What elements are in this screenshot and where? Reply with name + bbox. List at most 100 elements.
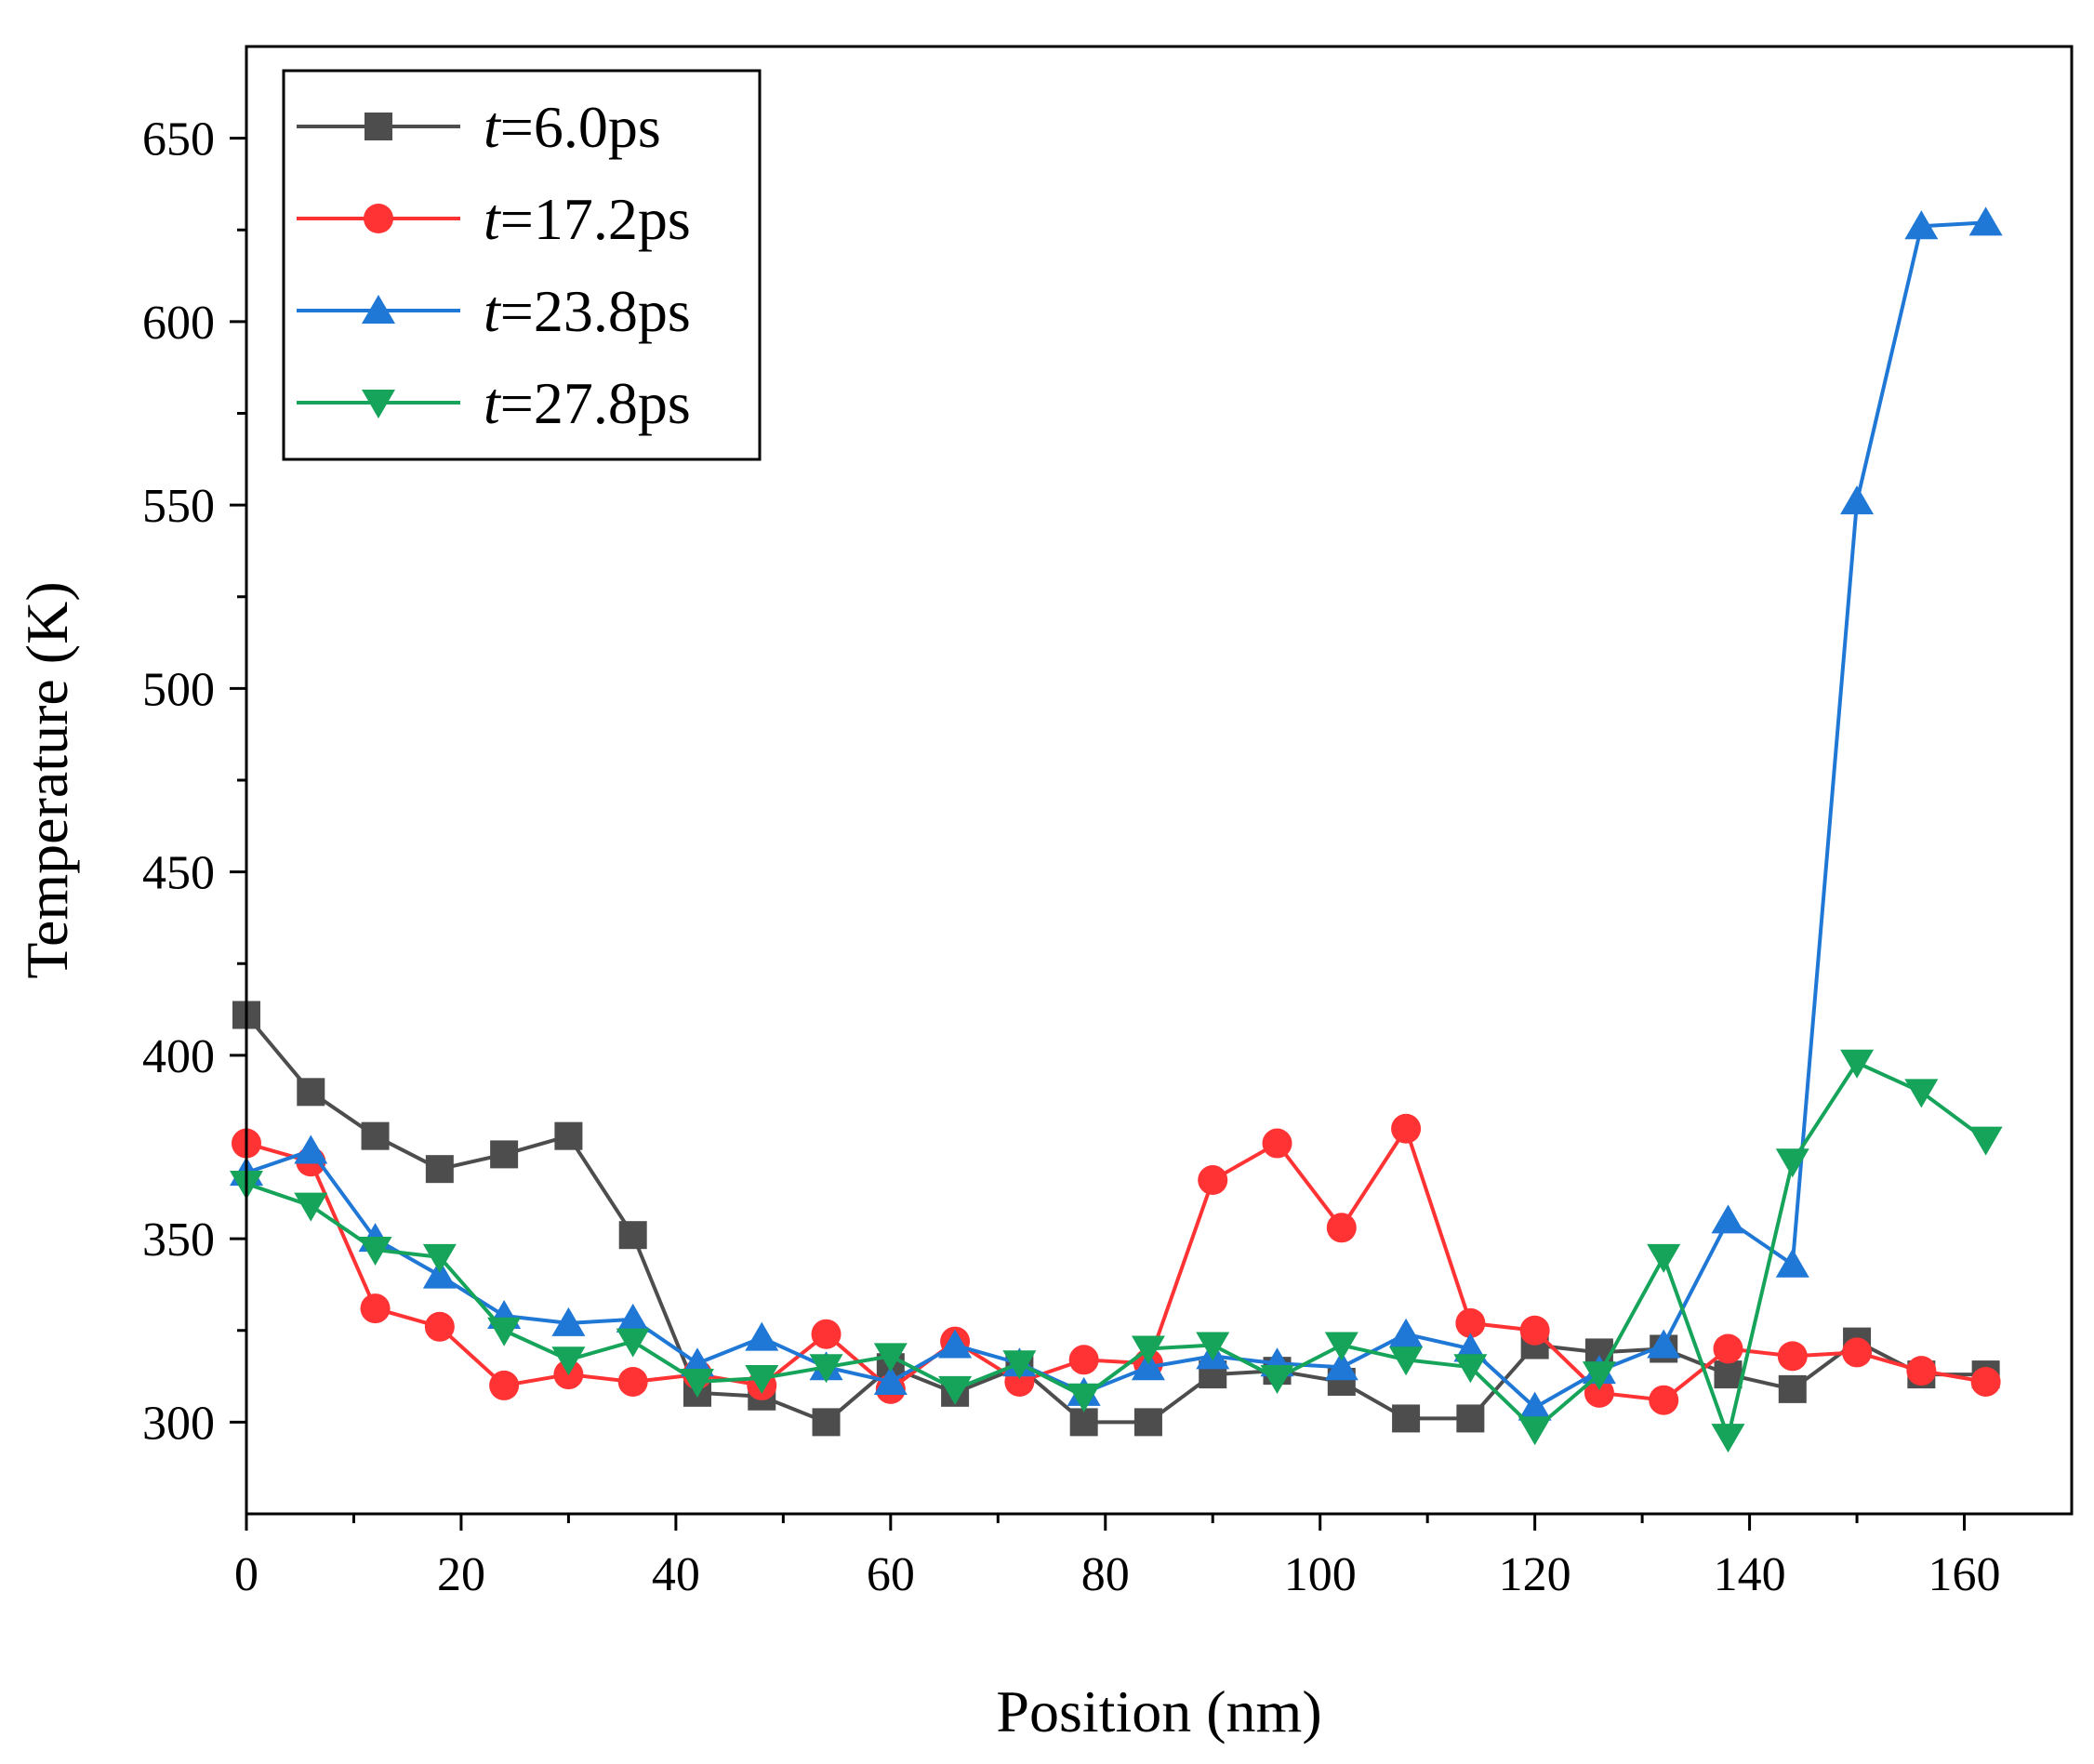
data-point: [422, 1259, 457, 1289]
data-point: [1519, 1315, 1550, 1346]
series-line: [245, 220, 1986, 1410]
data-point: [1326, 1213, 1357, 1243]
data-point: [873, 1365, 908, 1395]
data-point: [745, 1321, 779, 1351]
data-point: [422, 1243, 457, 1273]
legend-label-italic: t: [484, 370, 502, 436]
plot-frame: [245, 45, 2074, 1516]
x-tick-label: 120: [1499, 1548, 1571, 1601]
y-tick-label: 400: [142, 1030, 215, 1083]
data-point: [1260, 1365, 1294, 1395]
data-point: [361, 1121, 390, 1150]
x-axis-title: Position (nm): [996, 1678, 1321, 1744]
data-point: [1711, 1424, 1745, 1453]
legend-item: t=6.0ps: [297, 94, 661, 160]
x-tick-label: 160: [1928, 1548, 2001, 1601]
y-tick-label: 550: [142, 480, 215, 533]
data-point: [1456, 1404, 1485, 1433]
y-tick-label: 600: [142, 297, 215, 350]
x-tick-label: 40: [652, 1548, 700, 1601]
data-point: [425, 1155, 454, 1184]
legend-label: t=6.0ps: [484, 94, 661, 160]
data-point: [812, 1408, 841, 1437]
tick-labels: 0 20 40 60 80 100 120 140 160 300 350 400 450 500 550 6…: [142, 113, 2001, 1601]
data-point: [294, 1192, 328, 1222]
data-point: [811, 1319, 842, 1349]
y-tick-label: 350: [142, 1214, 215, 1267]
data-point: [1131, 1351, 1165, 1381]
data-point: [1391, 1113, 1422, 1144]
y-tick-label: 500: [142, 663, 215, 716]
x-tick-label: 20: [437, 1548, 485, 1601]
tick-marks: [230, 137, 1967, 1531]
data-point: [1906, 1356, 1937, 1386]
data-point: [1647, 1329, 1681, 1359]
legend-label: t=17.2ps: [484, 186, 691, 252]
data-point: [1067, 1383, 1101, 1413]
data-point: [1002, 1350, 1037, 1380]
data-point: [1392, 1404, 1421, 1433]
data-point: [1842, 1337, 1873, 1368]
legend-item: t=27.8ps: [297, 370, 691, 436]
data-point: [1453, 1354, 1488, 1384]
legend-label-rest: =23.8ps: [500, 278, 691, 344]
data-point: [616, 1328, 650, 1358]
data-point: [809, 1354, 843, 1384]
series-line: [245, 1014, 1986, 1425]
x-tick-label: 80: [1081, 1548, 1130, 1601]
legend-item: t=23.8ps: [297, 278, 691, 344]
legend-marker: [364, 113, 392, 140]
data-point: [680, 1368, 714, 1398]
x-tick-label: 100: [1284, 1548, 1357, 1601]
legend-label-rest: =17.2ps: [500, 186, 691, 252]
data-point: [1649, 1385, 1679, 1415]
data-point: [1069, 1408, 1098, 1437]
data-point: [1133, 1408, 1162, 1437]
x-tick-label: 60: [867, 1548, 915, 1601]
legend-label-rest: =6.0ps: [500, 94, 661, 160]
data-point: [1968, 206, 2003, 236]
data-point: [1389, 1346, 1424, 1376]
data-point: [938, 1329, 973, 1359]
data-point: [1389, 1318, 1424, 1347]
data-point: [1775, 1148, 1809, 1178]
data-point: [424, 1311, 455, 1342]
data-point: [1068, 1345, 1099, 1375]
data-point: [297, 1078, 325, 1107]
data-point: [1970, 1366, 2001, 1397]
series-t-27-8ps: [230, 1049, 2003, 1453]
data-point: [1840, 485, 1875, 515]
data-point: [1262, 1128, 1292, 1159]
legend-label-italic: t: [484, 186, 502, 252]
data-point: [617, 1366, 648, 1397]
legend-label: t=27.8ps: [484, 370, 691, 436]
y-tick-label: 650: [142, 113, 215, 166]
data-point: [616, 1303, 650, 1333]
data-point: [294, 1134, 328, 1164]
data-point: [1711, 1204, 1745, 1234]
data-point: [1778, 1374, 1807, 1403]
data-point: [1517, 1391, 1552, 1421]
legend-marker: [362, 390, 395, 418]
data-point: [1714, 1360, 1743, 1389]
data-point: [1517, 1416, 1552, 1446]
data-point: [873, 1343, 908, 1373]
data-point: [1131, 1335, 1165, 1365]
x-tick-label: 0: [234, 1548, 258, 1601]
data-point: [745, 1365, 779, 1395]
data-point: [360, 1293, 391, 1324]
data-point: [1775, 1248, 1809, 1278]
data-point: [1713, 1333, 1743, 1364]
data-point: [1455, 1307, 1486, 1338]
y-axis-title: Temperature (K): [14, 581, 80, 978]
legend-marker: [362, 295, 395, 324]
data-point: [358, 1236, 392, 1266]
legend-label: t=23.8ps: [484, 278, 691, 344]
data-point: [551, 1346, 586, 1376]
data-point: [1584, 1377, 1614, 1408]
legend-item: t=17.2ps: [297, 186, 691, 252]
data-point: [1904, 1079, 1939, 1108]
y-tick-label: 450: [142, 847, 215, 900]
